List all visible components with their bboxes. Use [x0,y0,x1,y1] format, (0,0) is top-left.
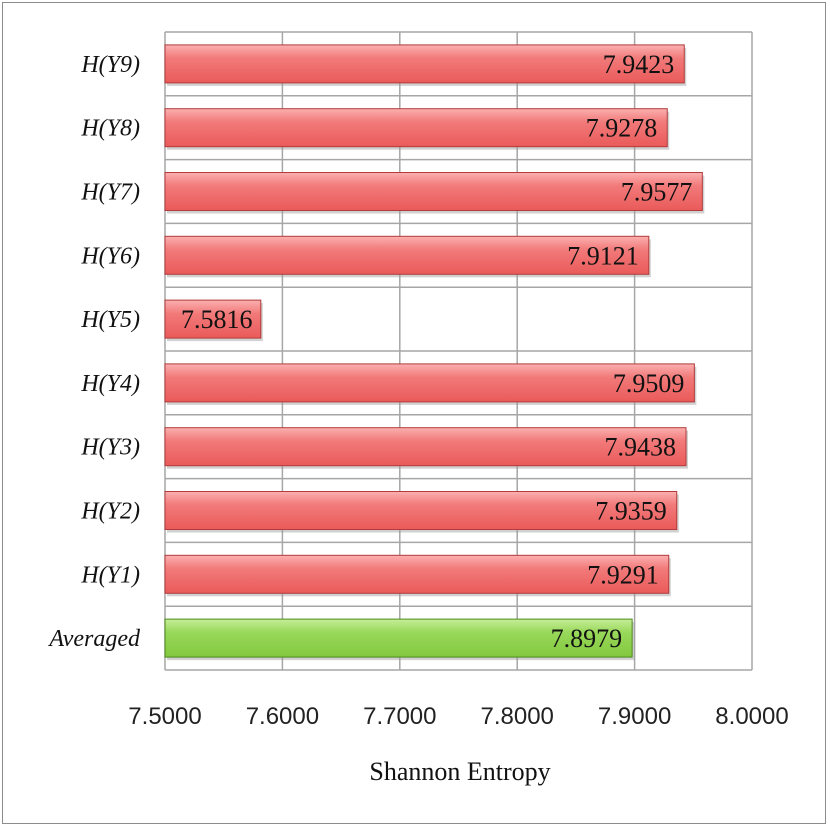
value-label-averaged: 7.8979 [551,624,623,653]
value-label-h-y6: 7.9121 [567,241,639,270]
bar-h-y3 [164,427,687,467]
category-label-h-y5: H(Y5) [80,307,140,333]
value-label-h-y1: 7.9291 [587,560,659,589]
category-label-h-y2: H(Y2) [80,499,140,525]
bar-h-y5 [164,299,262,339]
x-tick-label: 8.0000 [715,703,788,730]
value-label-h-y7: 7.9577 [621,178,693,207]
bar-h-y1 [164,554,670,594]
category-label-h-y1: H(Y1) [80,562,140,588]
x-tick-label: 7.7000 [363,703,436,730]
x-tick-label: 7.6000 [246,703,319,730]
value-label-h-y9: 7.9423 [603,50,675,79]
value-label-h-y3: 7.9438 [605,433,677,462]
category-label-averaged: Averaged [47,626,141,652]
category-label-h-y3: H(Y3) [80,435,140,461]
value-label-h-y2: 7.9359 [595,497,667,526]
value-label-h-y5: 7.5816 [181,305,253,334]
bar-averaged [164,618,633,658]
labels: 7.5000 7.6000 7.7000 7.8000 7.9000 8.0000 Aver… [47,50,788,730]
category-label-h-y9: H(Y9) [80,52,140,78]
category-label-h-y8: H(Y8) [80,116,140,142]
category-label-h-y4: H(Y4) [80,371,140,397]
value-label-h-y8: 7.9278 [586,114,658,143]
bar-h-y4 [164,363,695,403]
bar-h-y2 [164,491,678,530]
x-tick-label: 7.5000 [128,703,201,730]
bar-h-y9 [164,44,685,84]
bar-h-y7 [164,172,703,211]
category-label-h-y7: H(Y7) [80,180,140,206]
bars [164,44,705,661]
bar-h-y6 [164,235,650,275]
category-label-h-y6: H(Y6) [80,243,140,269]
x-axis-title: Shannon Entropy [369,757,550,786]
value-label-h-y4: 7.9509 [613,369,685,398]
x-tick-label: 7.8000 [480,703,553,730]
bar-h-y8 [164,108,668,148]
x-tick-label: 7.9000 [598,703,671,730]
